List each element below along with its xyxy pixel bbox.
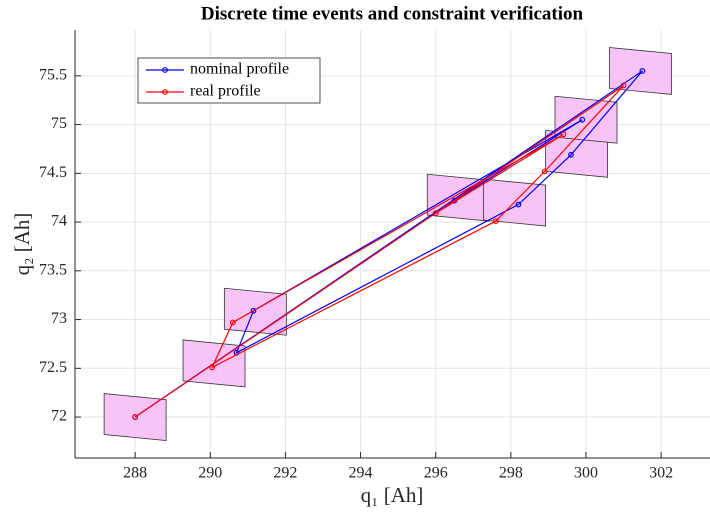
- x-tick-label: 302: [649, 465, 673, 482]
- point: [492, 218, 499, 224]
- x-tick-label: 292: [273, 465, 297, 482]
- marks: [103, 47, 672, 441]
- legend-label: real profile: [190, 83, 261, 100]
- y-tick-label: 72.5: [39, 359, 67, 376]
- y-axis-label: q₂ [Ah]: [10, 213, 34, 276]
- x-tick-label: 288: [123, 465, 147, 482]
- point: [209, 364, 216, 371]
- y-tick-label: 75: [51, 115, 67, 132]
- point: [229, 319, 236, 326]
- series-line: [134, 85, 625, 418]
- x-tick-label: 294: [349, 465, 373, 482]
- point: [515, 201, 522, 208]
- y-tick-label: 74.5: [39, 164, 67, 181]
- y-tick-label: 73: [51, 310, 67, 327]
- x-tick-label: 298: [499, 465, 523, 482]
- x-axis-label: q₁ [Ah]: [361, 483, 424, 507]
- x-tick-label: 296: [424, 465, 448, 482]
- legend: nominal profile real profile: [137, 57, 321, 104]
- x-tick-label: 290: [198, 465, 222, 482]
- point: [560, 131, 567, 138]
- chart-title: Discrete time events and constraint veri…: [201, 3, 584, 24]
- point: [132, 414, 139, 420]
- y-tick-label: 74: [51, 213, 67, 230]
- y-tick-label: 72: [51, 408, 67, 425]
- legend-marker: [162, 89, 168, 95]
- point: [639, 68, 646, 74]
- legend-label: nominal profile: [190, 61, 289, 78]
- y-tick-label: 73.5: [39, 261, 67, 278]
- series-line: [134, 70, 643, 418]
- axes: 288 290 292 294 296 298 300 302 72 72.5 73 73.5 74 74…: [39, 30, 710, 482]
- point: [579, 116, 586, 123]
- point: [250, 307, 257, 314]
- legend-marker: [162, 67, 168, 73]
- point: [541, 168, 548, 175]
- legend-box: [137, 57, 321, 104]
- y-tick-label: 75.5: [39, 66, 67, 83]
- constraint-box: [554, 95, 618, 144]
- point: [620, 82, 627, 89]
- x-tick-label: 300: [574, 465, 598, 482]
- point: [432, 210, 439, 217]
- point: [568, 151, 574, 158]
